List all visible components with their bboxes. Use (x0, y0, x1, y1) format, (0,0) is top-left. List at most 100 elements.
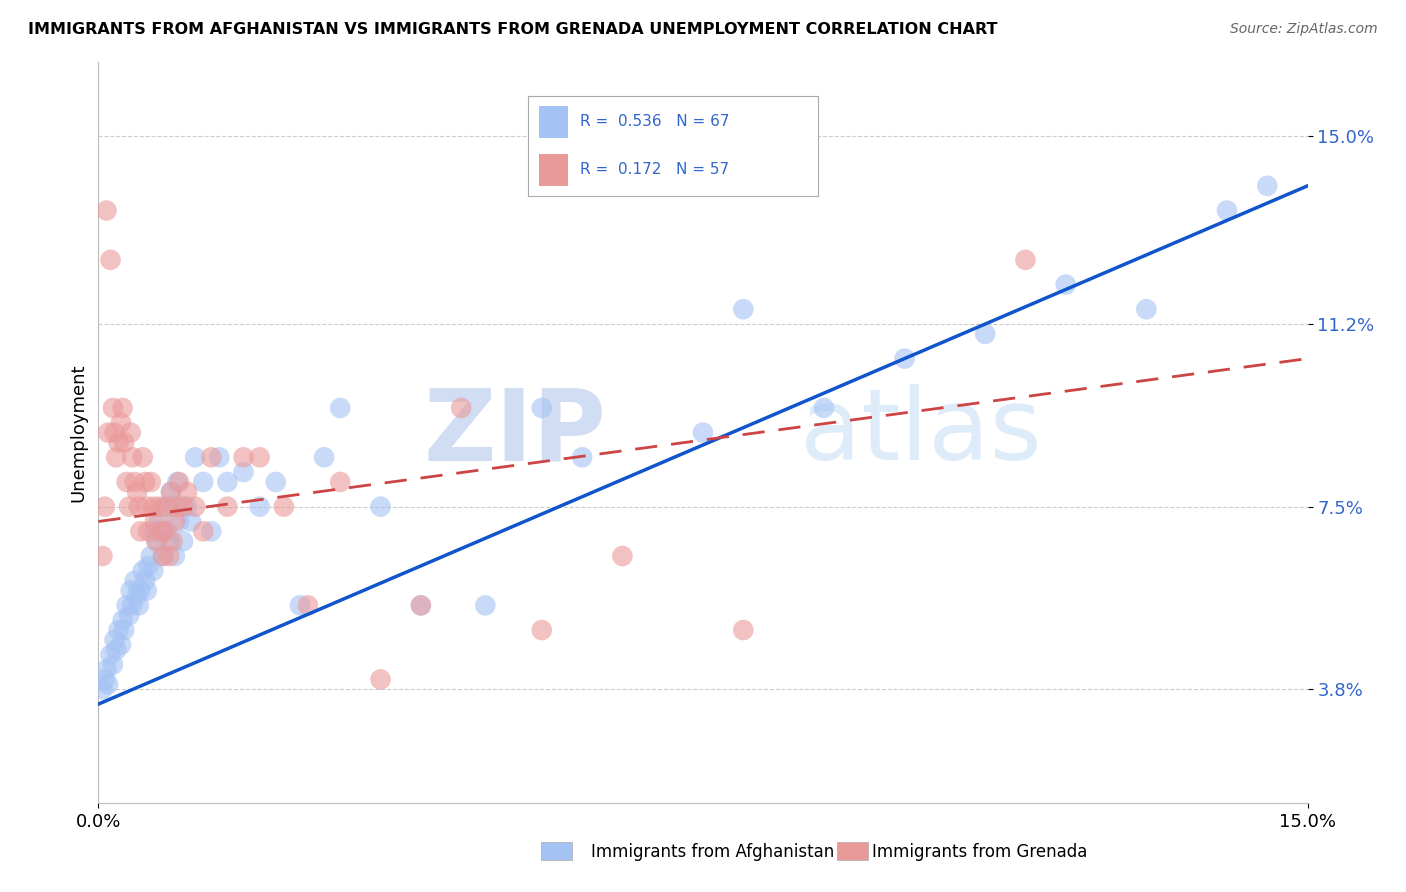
Point (107, 435, 129, 450)
Point (115, 475, 138, 489)
Point (118, 608, 141, 623)
Point (127, 484, 149, 499)
Point (143, 524, 166, 539)
Point (152, 549, 174, 563)
Point (193, 475, 215, 489)
Point (110, 416, 132, 430)
Point (370, 500, 392, 514)
Point (124, 574, 146, 588)
Text: atlas: atlas (800, 384, 1042, 481)
Point (105, 450, 128, 465)
Text: ZIP: ZIP (423, 384, 606, 481)
Point (217, 475, 239, 489)
Point (112, 435, 135, 450)
Point (135, 583, 157, 598)
Point (571, 450, 593, 465)
Point (264, 475, 287, 489)
Point (297, 599, 319, 613)
Point (107, 623, 129, 637)
Point (121, 599, 143, 613)
Point (1135, 302, 1157, 317)
Point (150, 524, 173, 539)
Point (157, 549, 180, 563)
Point (120, 583, 142, 598)
Point (692, 425, 714, 440)
Point (163, 515, 186, 529)
Point (974, 326, 997, 341)
Point (163, 549, 186, 563)
Point (153, 524, 176, 539)
Point (184, 500, 207, 514)
Point (112, 623, 135, 637)
Point (105, 642, 128, 657)
Point (166, 500, 188, 514)
Point (115, 599, 138, 613)
Point (474, 599, 496, 613)
Point (138, 558, 160, 573)
Point (101, 401, 124, 415)
Point (103, 632, 125, 647)
Point (134, 475, 156, 489)
Point (100, 252, 122, 267)
Point (217, 500, 239, 514)
Point (132, 450, 155, 465)
Point (97, 677, 120, 691)
Point (249, 450, 271, 465)
Point (129, 583, 152, 598)
Point (138, 524, 160, 539)
Point (166, 475, 188, 489)
Point (91, 682, 114, 697)
Point (143, 515, 166, 529)
Text: Immigrants from Afghanistan: Immigrants from Afghanistan (591, 843, 834, 861)
Text: Source: ZipAtlas.com: Source: ZipAtlas.com (1230, 22, 1378, 37)
Point (288, 599, 311, 613)
Text: Immigrants from Grenada: Immigrants from Grenada (872, 843, 1087, 861)
Point (120, 425, 142, 440)
Point (139, 475, 162, 489)
Point (148, 500, 170, 514)
Point (1256, 178, 1278, 193)
Point (200, 450, 222, 465)
Y-axis label: Unemployment: Unemployment (69, 363, 87, 502)
Point (208, 450, 231, 465)
Point (370, 673, 392, 687)
Point (97, 425, 120, 440)
Point (134, 574, 156, 588)
Point (110, 638, 132, 652)
Point (135, 500, 157, 514)
Point (409, 599, 432, 613)
Point (180, 515, 202, 529)
Point (101, 657, 124, 672)
Point (148, 515, 170, 529)
Point (91, 549, 114, 563)
Point (530, 401, 553, 415)
Point (124, 475, 146, 489)
Point (530, 623, 553, 637)
Point (409, 599, 432, 613)
Point (160, 484, 183, 499)
Point (142, 564, 165, 578)
Point (96, 663, 118, 677)
Point (450, 401, 472, 415)
Point (232, 450, 254, 465)
Point (150, 524, 173, 539)
Point (176, 484, 198, 499)
Point (157, 534, 180, 549)
Point (152, 549, 174, 563)
Point (160, 484, 183, 499)
Point (145, 534, 167, 549)
Point (193, 524, 215, 539)
Point (129, 524, 152, 539)
Point (127, 589, 149, 603)
Point (132, 564, 155, 578)
Point (314, 450, 336, 465)
Point (200, 524, 222, 539)
Point (162, 534, 184, 549)
Point (167, 515, 190, 529)
Point (1054, 277, 1077, 292)
Point (162, 500, 184, 514)
Point (139, 549, 162, 563)
Point (184, 450, 207, 465)
Point (96, 203, 118, 218)
Point (612, 549, 634, 563)
